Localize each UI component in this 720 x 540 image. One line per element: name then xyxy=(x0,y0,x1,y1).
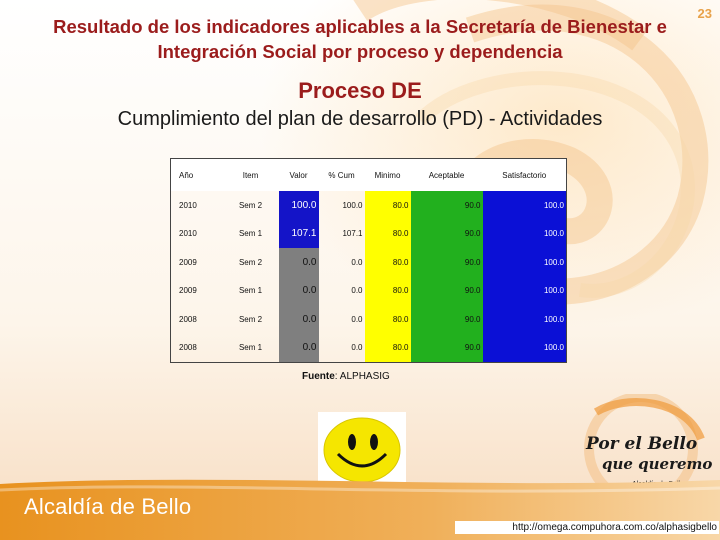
page-number: 23 xyxy=(697,6,712,21)
cell-anio: 2009 xyxy=(170,248,223,277)
cell-item: Sem 2 xyxy=(238,257,263,267)
cell-satisfactorio: 100.0 xyxy=(482,248,567,277)
cell-aceptable: 90.0 xyxy=(410,276,483,305)
section-heading: Cumplimiento del plan de desarrollo (PD)… xyxy=(117,108,603,130)
table-row: 2010 Sem 1 107.1 107.1 80.0 90.0 100.0 xyxy=(170,219,567,248)
cell-satisfactorio: 100.0 xyxy=(482,276,567,305)
source-note: Fuente: ALPHASIG xyxy=(302,371,390,382)
header-item: Item xyxy=(222,158,279,191)
cell-item: Sem 1 xyxy=(238,286,263,296)
cell-valor: 0.0 xyxy=(278,305,319,334)
logo-line2: que queremos xyxy=(602,455,712,473)
cell-minimo: 80.0 xyxy=(364,276,411,305)
header-anio: Año xyxy=(170,158,223,191)
cell-valor: 0.0 xyxy=(278,333,319,363)
cell-cum: 0.0 xyxy=(351,286,363,296)
cell-valor: 107.1 xyxy=(278,219,319,248)
brand-name: Alcaldía de Bello xyxy=(24,494,192,519)
cell-minimo: 80.0 xyxy=(364,248,411,277)
cell-aceptable: 90.0 xyxy=(410,191,483,220)
cell-anio: 2008 xyxy=(170,305,223,334)
cell-anio: 2008 xyxy=(170,333,223,363)
source-value: : ALPHASIG xyxy=(334,371,390,382)
cell-valor: 0.0 xyxy=(278,248,319,277)
indicator-table: Año Item Valor % Cum Minimo Aceptable Sa… xyxy=(170,158,567,363)
header-minimo: Minimo xyxy=(364,158,411,191)
header-cum: % Cum xyxy=(318,158,365,191)
logo-line1: Por el Bello xyxy=(585,434,697,454)
cell-anio: 2010 xyxy=(170,191,223,220)
header-aceptable: Aceptable xyxy=(410,158,483,191)
cell-anio: 2009 xyxy=(170,276,223,305)
cell-item: Sem 1 xyxy=(222,333,279,363)
table-row: 2009 Sem 2 0.0 0.0 80.0 90.0 100.0 xyxy=(170,248,567,277)
cell-item: Sem 2 xyxy=(238,200,263,210)
header-satisfactorio: Satisfactorio xyxy=(482,158,567,191)
cell-aceptable: 90.0 xyxy=(410,248,483,277)
cell-minimo: 80.0 xyxy=(364,333,411,363)
footer-url[interactable]: http://omega.compuhora.com.co/alphasigbe… xyxy=(455,521,719,534)
source-label: Fuente xyxy=(302,371,335,382)
cell-satisfactorio: 100.0 xyxy=(482,333,567,363)
slide-subtitle: Proceso DE xyxy=(298,78,422,103)
table-row: 2008 Sem 1 0.0 0.0 80.0 90.0 100.0 xyxy=(170,333,567,363)
cell-valor: 100.0 xyxy=(278,191,319,220)
slide-title: Resultado de los indicadores aplicables … xyxy=(53,16,667,62)
cell-aceptable: 90.0 xyxy=(410,305,483,334)
table-row: 2009 Sem 1 0.0 0.0 80.0 90.0 100.0 xyxy=(170,276,567,305)
header-valor: Valor xyxy=(278,158,319,191)
table-header-row: Año Item Valor % Cum Minimo Aceptable Sa… xyxy=(170,158,567,191)
cell-minimo: 80.0 xyxy=(364,191,411,220)
cell-minimo: 80.0 xyxy=(364,305,411,334)
cell-aceptable: 90.0 xyxy=(410,333,483,363)
cell-cum: 0.0 xyxy=(351,314,363,324)
cell-cum: 107.1 xyxy=(342,229,363,239)
cell-anio: 2010 xyxy=(170,219,223,248)
cell-aceptable: 90.0 xyxy=(410,219,483,248)
cell-item: Sem 1 xyxy=(238,229,263,239)
cell-minimo: 80.0 xyxy=(364,219,411,248)
table-row: 2010 Sem 2 100.0 100.0 80.0 90.0 100.0 xyxy=(170,191,567,220)
cell-valor: 0.0 xyxy=(278,276,319,305)
cell-satisfactorio: 100.0 xyxy=(482,191,567,220)
cell-cum: 0.0 xyxy=(351,257,363,267)
cell-cum: 0.0 xyxy=(318,333,365,363)
cell-cum: 100.0 xyxy=(342,200,363,210)
cell-satisfactorio: 100.0 xyxy=(482,305,567,334)
table-row: 2008 Sem 2 0.0 0.0 80.0 90.0 100.0 xyxy=(170,305,567,334)
cell-satisfactorio: 100.0 xyxy=(482,219,567,248)
cell-item: Sem 2 xyxy=(238,314,263,324)
